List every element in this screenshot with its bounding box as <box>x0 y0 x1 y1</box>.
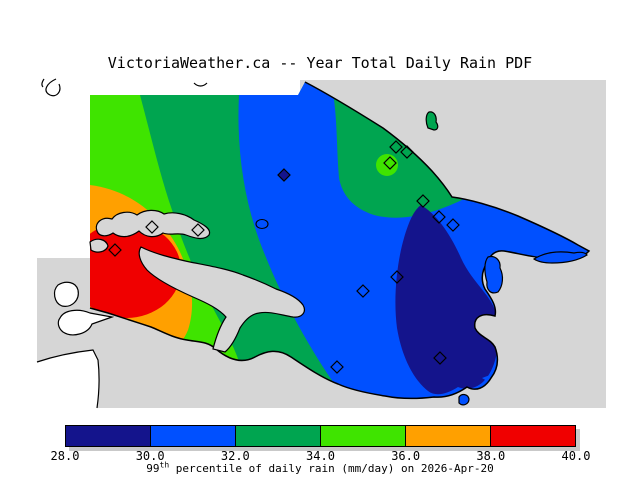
colorbar-segment-38.0-40.0 <box>491 426 575 446</box>
station-marker[interactable] <box>390 270 404 284</box>
station-marker[interactable] <box>356 284 370 298</box>
discovery-island <box>484 255 504 294</box>
station-marker[interactable] <box>191 223 205 237</box>
station-marker[interactable] <box>383 156 397 170</box>
colorbar-tick-labels: 28.0 30.0 32.0 34.0 36.0 38.0 40.0 <box>0 449 640 463</box>
contour-navy-blob <box>395 205 499 395</box>
station-markers-layer <box>108 140 460 374</box>
esquimalt-harbour <box>95 209 211 240</box>
station-marker[interactable] <box>446 218 460 232</box>
colorbar-tick-30.0: 30.0 <box>135 449 165 463</box>
station-marker[interactable] <box>145 220 159 234</box>
colorbar-tick-38.0: 38.0 <box>476 449 506 463</box>
west-shore-coastline <box>36 349 100 409</box>
caption-number: 99 <box>146 462 160 475</box>
colorbar-segment-28.0-30.0 <box>66 426 151 446</box>
plot-title: VictoriaWeather.ca -- Year Total Daily R… <box>107 54 533 72</box>
colorbar-segment-34.0-36.0 <box>321 426 406 446</box>
colorbar-segment-36.0-38.0 <box>406 426 491 446</box>
chatham-islands <box>532 251 588 264</box>
colorbar-tick-32.0: 32.0 <box>220 449 250 463</box>
station-marker[interactable] <box>108 243 122 257</box>
coastline <box>89 81 591 400</box>
colorbar-tick-40.0: 40.0 <box>561 449 591 463</box>
gorge-and-victoria-harbour <box>138 246 305 353</box>
colorbar-segment-32.0-34.0 <box>236 426 321 446</box>
west-shore-land <box>37 350 100 408</box>
station-marker[interactable] <box>416 194 430 208</box>
west-islet <box>53 281 79 307</box>
colorbar <box>65 425 576 447</box>
harbour-claw <box>89 238 109 253</box>
station-marker[interactable] <box>432 210 446 224</box>
lagoon-spit-island <box>57 309 115 336</box>
colorbar-tick-36.0: 36.0 <box>391 449 421 463</box>
south-islet <box>458 393 470 406</box>
caption-text: percentile of daily rain (mm/day) on 202… <box>169 462 494 475</box>
colorbar-tick-34.0: 34.0 <box>306 449 335 463</box>
station-marker[interactable] <box>277 168 291 182</box>
colorbar-tick-28.0: 28.0 <box>50 449 80 463</box>
station-marker[interactable] <box>389 140 403 154</box>
swan-lake <box>255 218 269 230</box>
colorbar-segment-30.0-32.0 <box>151 426 236 446</box>
station-marker[interactable] <box>433 351 447 365</box>
north-spit-island <box>425 111 439 131</box>
caption-superscript: th <box>159 460 170 470</box>
station-marker[interactable] <box>400 145 414 159</box>
station-marker[interactable] <box>330 360 344 374</box>
colorbar-caption: 99th percentile of daily rain (mm/day) o… <box>0 460 640 475</box>
saanich-inlet-fragment <box>41 78 208 97</box>
